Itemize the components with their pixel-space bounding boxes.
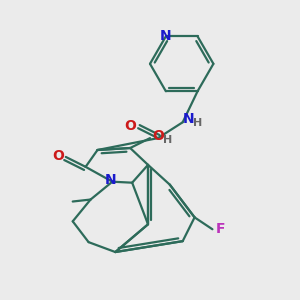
Text: H: H [193, 118, 202, 128]
Text: N: N [160, 29, 172, 43]
Text: N: N [183, 112, 194, 126]
Text: O: O [124, 119, 136, 133]
Text: F: F [216, 222, 225, 236]
Text: H: H [163, 135, 172, 145]
Text: N: N [105, 173, 116, 187]
Text: O: O [52, 149, 64, 163]
Text: O: O [152, 129, 164, 143]
